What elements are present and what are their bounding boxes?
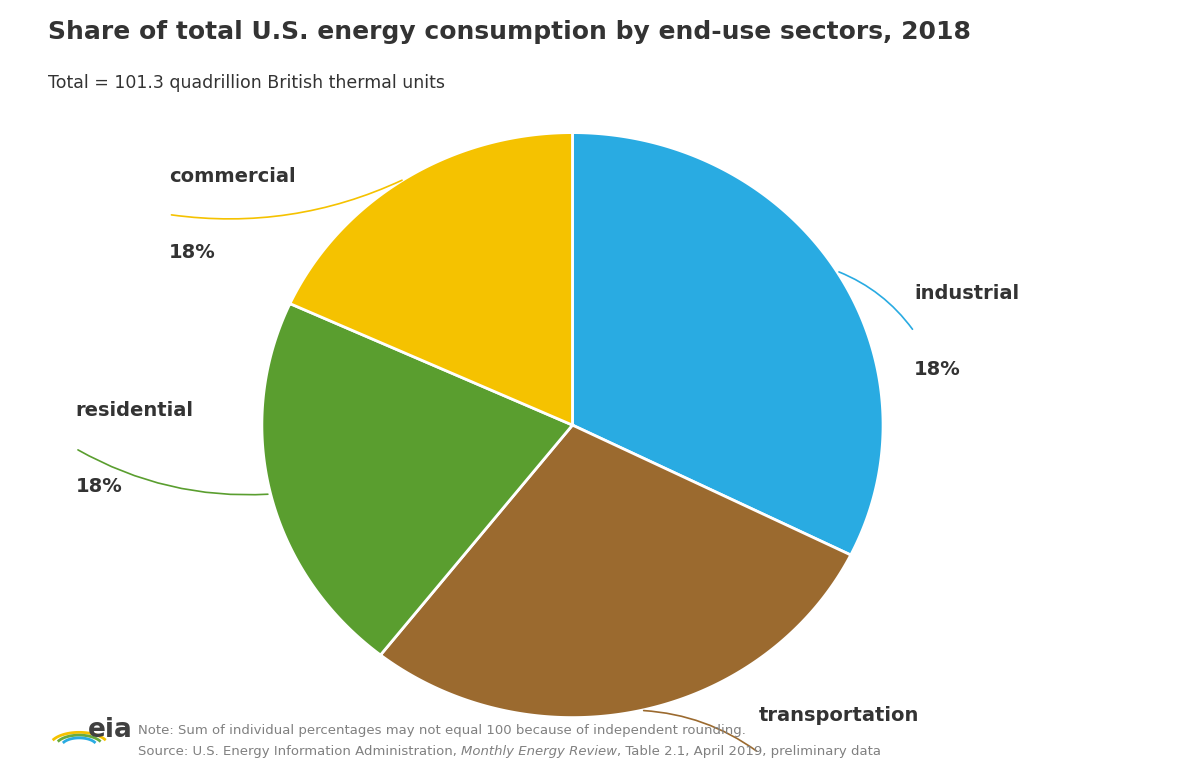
Text: commercial: commercial [169, 168, 295, 186]
Text: Note: Sum of individual percentages may not equal 100 because of independent rou: Note: Sum of individual percentages may … [138, 724, 746, 737]
Text: Monthly Energy Review: Monthly Energy Review [461, 745, 617, 758]
Text: residential: residential [76, 402, 193, 420]
Text: 18%: 18% [169, 243, 216, 261]
PathPatch shape [290, 133, 572, 425]
Text: 18%: 18% [914, 360, 961, 378]
PathPatch shape [572, 133, 883, 555]
Text: eia: eia [88, 717, 132, 743]
Text: industrial: industrial [914, 285, 1019, 303]
Text: transportation: transportation [758, 706, 919, 725]
PathPatch shape [262, 303, 572, 655]
Text: 18%: 18% [76, 477, 122, 495]
Text: Source: U.S. Energy Information Administration,: Source: U.S. Energy Information Administ… [138, 745, 461, 758]
Text: Total = 101.3 quadrillion British thermal units: Total = 101.3 quadrillion British therma… [48, 74, 445, 92]
PathPatch shape [380, 425, 851, 718]
Text: Share of total U.S. energy consumption by end-use sectors, 2018: Share of total U.S. energy consumption b… [48, 20, 971, 44]
Text: , Table 2.1, April 2019, preliminary data: , Table 2.1, April 2019, preliminary dat… [617, 745, 881, 758]
